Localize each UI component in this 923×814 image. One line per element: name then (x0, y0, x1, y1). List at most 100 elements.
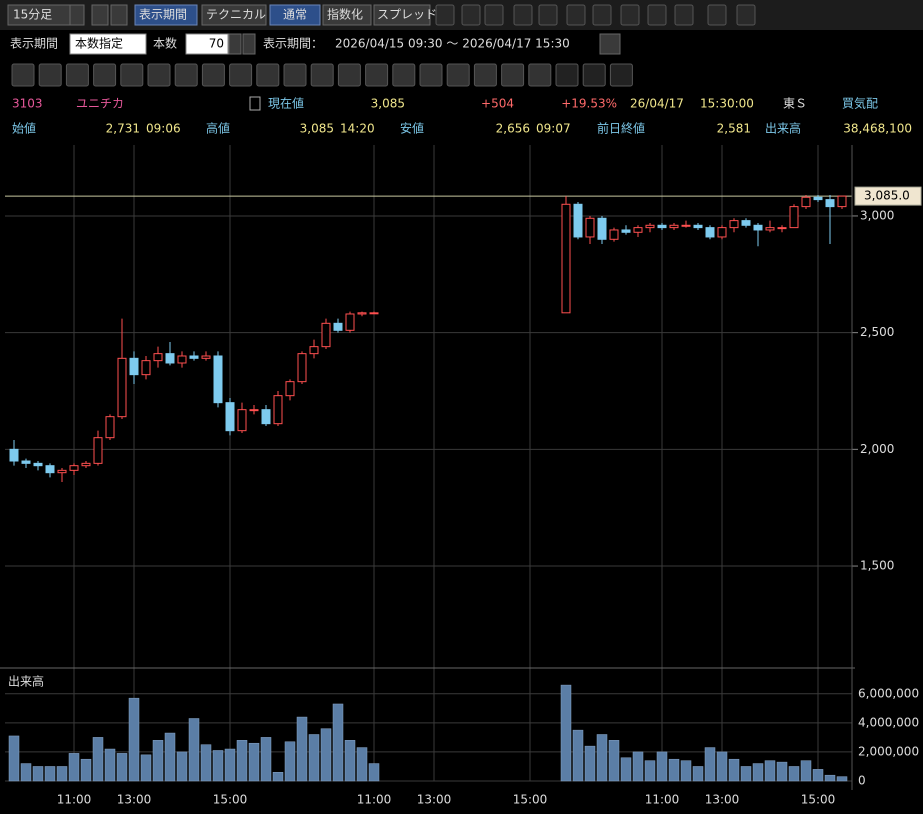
candle-body (93, 437, 103, 464)
prev-label: 前日終値 (597, 121, 645, 136)
x-tick-label: 13:00 (417, 793, 452, 807)
tool-button[interactable] (93, 63, 117, 87)
icon-button[interactable] (736, 4, 756, 26)
tool-button[interactable] (365, 63, 389, 87)
candle-body (153, 353, 163, 362)
memo-icon[interactable] (249, 96, 261, 111)
x-tick-label: 11:00 (357, 793, 392, 807)
candle-body (213, 355, 223, 404)
mode-select[interactable] (69, 33, 147, 55)
candle-body (681, 224, 691, 227)
tool-button[interactable] (147, 63, 171, 87)
candle-body (45, 465, 55, 474)
volume-bar (632, 751, 644, 782)
high-label: 高値 (206, 121, 230, 136)
range-label: 表示期間： (263, 37, 323, 51)
tool-button[interactable] (11, 63, 35, 87)
status: 買気配 (842, 96, 878, 111)
volume-bar (44, 766, 56, 782)
y-tick-label: 2,000 (860, 442, 894, 456)
candle-body (729, 220, 739, 229)
index-label: 指数化 (327, 7, 363, 22)
tool-button[interactable] (392, 63, 416, 87)
period-button-label: 表示期間 (139, 8, 187, 22)
count-input[interactable] (185, 33, 229, 55)
tool-button[interactable] (229, 63, 253, 87)
volume-bar (800, 760, 812, 782)
tool-button[interactable] (337, 63, 361, 87)
icon-button[interactable] (674, 4, 694, 26)
mode: 本数指定 (75, 36, 123, 51)
tool-button[interactable] (609, 63, 633, 87)
prev: 2,581 (717, 122, 751, 136)
candle-body (717, 227, 727, 238)
volume-bar (320, 728, 332, 782)
index-button[interactable] (322, 4, 372, 26)
candle-body (297, 353, 307, 383)
tool-button[interactable] (555, 63, 579, 87)
tool-button[interactable] (528, 63, 552, 87)
tool-button[interactable] (174, 63, 198, 87)
tool-button[interactable] (446, 63, 470, 87)
candle-body (609, 229, 619, 240)
icon-button[interactable] (513, 4, 533, 26)
tool-button[interactable] (283, 63, 307, 87)
volume-bar (644, 760, 656, 782)
count-spin[interactable] (228, 33, 242, 55)
icon-button[interactable] (647, 4, 667, 26)
tool-button[interactable] (201, 63, 225, 87)
icon-button[interactable] (461, 4, 481, 26)
volume-bar (284, 741, 296, 782)
count-spin[interactable] (242, 33, 256, 55)
candle-body (825, 199, 835, 208)
tool-button[interactable] (419, 63, 443, 87)
volume-bar (176, 751, 188, 782)
icon-button[interactable] (435, 4, 455, 26)
dropdown[interactable] (69, 4, 85, 26)
interval: 15分足 (13, 8, 52, 22)
tool-button[interactable] (65, 63, 89, 87)
drawing-tools (11, 63, 633, 87)
normal-button[interactable] (269, 4, 321, 26)
volume-bar (20, 763, 32, 782)
tool-button[interactable] (256, 63, 280, 87)
candle-body (753, 224, 763, 231)
open-time: 09:06 (146, 122, 181, 136)
volume-bar (92, 737, 104, 782)
volume-bar (836, 776, 848, 782)
volume-bar (224, 748, 236, 782)
icon-button[interactable] (538, 4, 558, 26)
low-label: 安値 (400, 121, 424, 136)
next-button[interactable] (110, 4, 128, 26)
technical-button[interactable] (201, 4, 267, 26)
icon-button[interactable] (484, 4, 504, 26)
icon-button[interactable] (566, 4, 586, 26)
volume-title: 出来高 (8, 674, 44, 689)
candle-body (633, 227, 643, 233)
period-button[interactable] (134, 4, 198, 26)
candle-body (333, 322, 343, 331)
icon-button[interactable] (592, 4, 612, 26)
candle-body (57, 469, 67, 474)
volume-bar (296, 716, 308, 782)
candle-body (201, 355, 211, 359)
candle-body (621, 229, 631, 233)
spread-button[interactable] (373, 4, 431, 26)
prev-button[interactable] (91, 4, 109, 26)
icon-button[interactable] (707, 4, 727, 26)
tool-button[interactable] (120, 63, 144, 87)
icon-button[interactable] (620, 4, 640, 26)
tool-button[interactable] (501, 63, 525, 87)
count: 70 (209, 37, 224, 51)
tool-button[interactable] (38, 63, 62, 87)
candle-body (21, 460, 31, 464)
volume-bar (812, 769, 824, 782)
candle-body (165, 353, 175, 364)
candle-body (9, 448, 19, 462)
tool-button[interactable] (310, 63, 334, 87)
volume-bar (680, 760, 692, 782)
volume-tick-label: 0 (858, 774, 866, 788)
tool-button[interactable] (582, 63, 606, 87)
tool-button[interactable] (473, 63, 497, 87)
reset-button[interactable] (599, 33, 621, 55)
